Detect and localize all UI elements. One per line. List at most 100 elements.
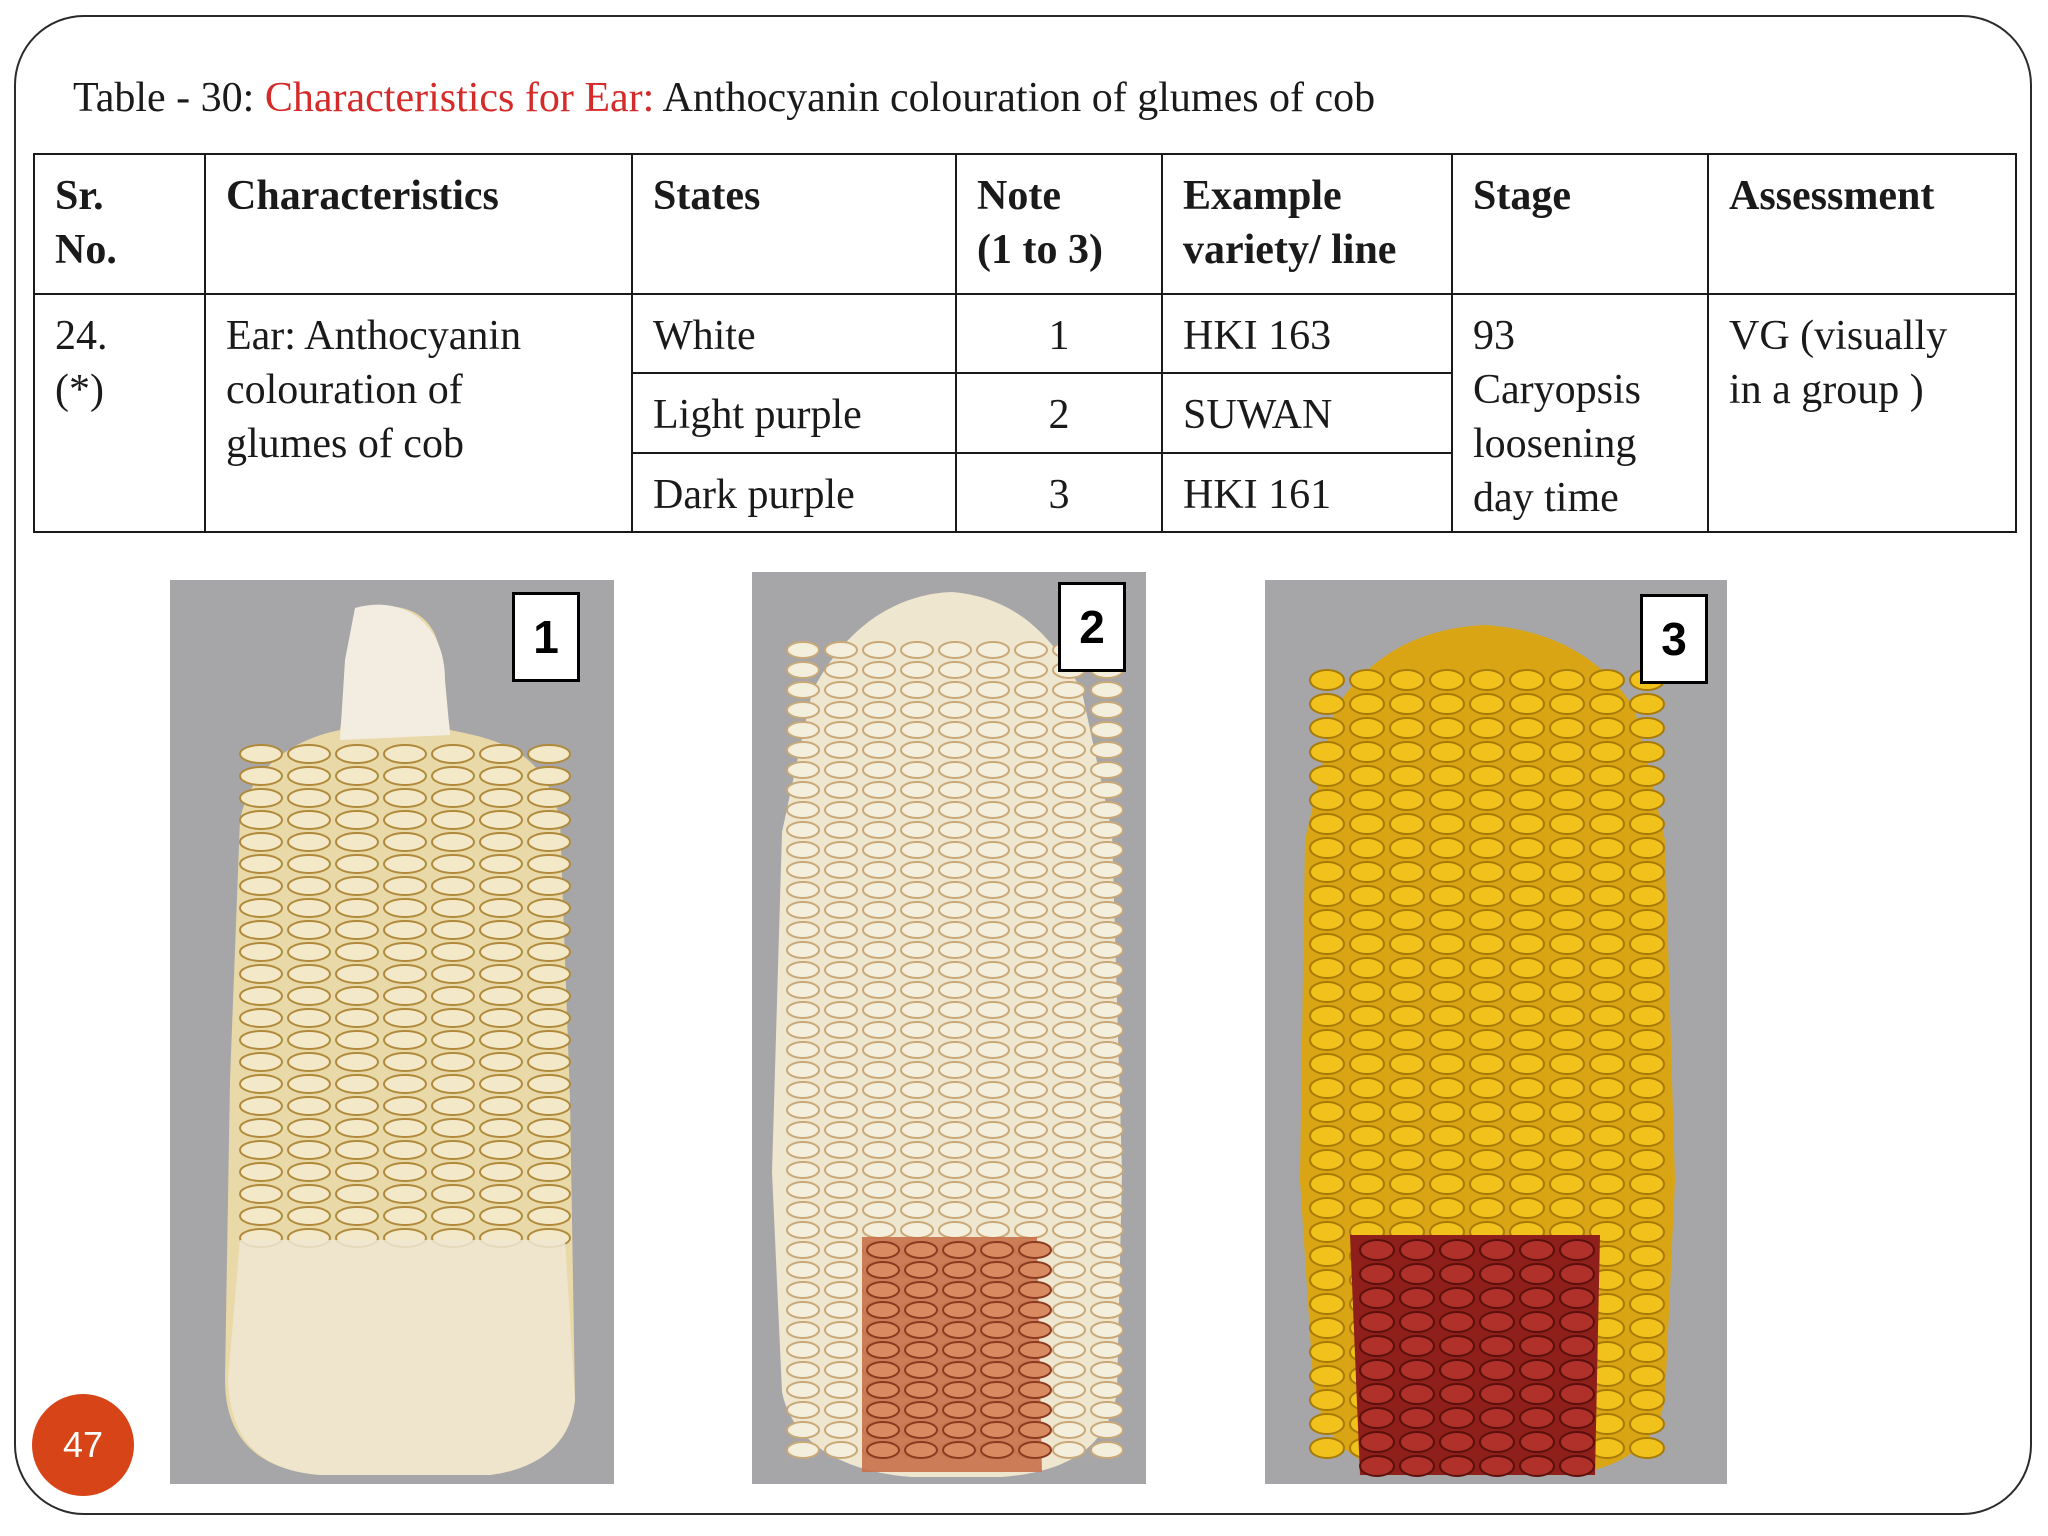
kernel — [862, 981, 896, 999]
kernel — [1549, 741, 1585, 763]
kernel — [383, 898, 427, 918]
kernel — [1309, 1053, 1345, 1075]
kernel — [527, 1118, 571, 1138]
cell-stage: 93 Caryopsis loosening day time — [1451, 293, 1709, 533]
kernel — [335, 1008, 379, 1028]
kernel — [1629, 933, 1665, 955]
kernel — [1052, 1441, 1086, 1459]
kernel — [431, 788, 475, 808]
kernel — [1349, 1173, 1385, 1195]
kernel — [1549, 813, 1585, 835]
kernel — [1052, 881, 1086, 899]
table-row: 24. (*) Ear: Anthocyanin colouration of glu… — [33, 292, 2017, 533]
kernel — [1509, 933, 1545, 955]
kernel — [1018, 1401, 1052, 1419]
kernel — [431, 942, 475, 962]
kernel — [1090, 1241, 1124, 1259]
kernel — [335, 788, 379, 808]
kernel — [287, 1030, 331, 1050]
kernel — [1090, 921, 1124, 939]
kernel — [976, 1021, 1010, 1039]
corn-ear-illustration — [1300, 625, 1675, 1477]
kernel — [1349, 1197, 1385, 1219]
kernel — [383, 1118, 427, 1138]
kernel — [824, 641, 858, 659]
kernel — [1359, 1335, 1395, 1357]
kernel — [1469, 933, 1505, 955]
kernel — [239, 1162, 283, 1182]
kernel — [1589, 957, 1625, 979]
kernel — [866, 1301, 900, 1319]
kernel — [1090, 1001, 1124, 1019]
kernel — [1018, 1421, 1052, 1439]
kernel — [1309, 1005, 1345, 1027]
title-highlight: Characteristics for Ear: — [264, 75, 655, 121]
kernel — [1052, 1021, 1086, 1039]
kernel — [938, 941, 972, 959]
kernel — [824, 1261, 858, 1279]
kernel — [1629, 909, 1665, 931]
kernel — [824, 1301, 858, 1319]
kernel — [1559, 1263, 1595, 1285]
kernel — [527, 788, 571, 808]
kernel — [976, 921, 1010, 939]
kernel — [786, 961, 820, 979]
kernel — [527, 898, 571, 918]
kernel — [431, 744, 475, 764]
kernel — [824, 1081, 858, 1099]
kernel — [1399, 1455, 1435, 1477]
kernel — [383, 1008, 427, 1028]
kernel — [1014, 1021, 1048, 1039]
kernel — [1629, 1101, 1665, 1123]
kernel — [1349, 885, 1385, 907]
kernel — [1469, 1029, 1505, 1051]
kernel — [1469, 741, 1505, 763]
kernel — [938, 801, 972, 819]
kernel — [900, 1081, 934, 1099]
kernel — [239, 1052, 283, 1072]
kernel — [786, 1401, 820, 1419]
kernel — [1052, 1161, 1086, 1179]
kernel — [431, 854, 475, 874]
kernel — [976, 1061, 1010, 1079]
kernel — [862, 741, 896, 759]
kernel — [1309, 1125, 1345, 1147]
kernel — [287, 788, 331, 808]
kernel — [1549, 1173, 1585, 1195]
kernel — [1469, 789, 1505, 811]
kernel — [938, 1121, 972, 1139]
kernel — [1429, 1197, 1465, 1219]
kernel — [383, 832, 427, 852]
kernel — [976, 1001, 1010, 1019]
kernel — [431, 1052, 475, 1072]
kernel — [1389, 669, 1425, 691]
kernel — [1399, 1431, 1435, 1453]
kernel — [1439, 1287, 1475, 1309]
kernel — [527, 766, 571, 786]
kernel — [942, 1441, 976, 1459]
kernel — [980, 1241, 1014, 1259]
kernel — [904, 1441, 938, 1459]
title-prefix: Table - 30: — [73, 75, 265, 121]
kernel — [1439, 1431, 1475, 1453]
kernel — [1052, 1181, 1086, 1199]
kernel — [1349, 837, 1385, 859]
kernel — [1509, 789, 1545, 811]
kernel — [1052, 761, 1086, 779]
label-badge: 2 — [1058, 582, 1126, 672]
kernel — [1349, 861, 1385, 883]
kernel — [900, 861, 934, 879]
kernel — [1359, 1455, 1395, 1477]
header-stage: Stage — [1451, 153, 1709, 295]
kernel — [1389, 813, 1425, 835]
kernel — [900, 981, 934, 999]
kernel — [1349, 789, 1385, 811]
kernel — [479, 898, 523, 918]
kernel — [239, 1030, 283, 1050]
kernel — [1429, 1173, 1465, 1195]
kernel — [1014, 961, 1048, 979]
kernel — [938, 1201, 972, 1219]
kernel — [900, 1161, 934, 1179]
kernel — [1519, 1239, 1555, 1261]
kernel — [527, 964, 571, 984]
